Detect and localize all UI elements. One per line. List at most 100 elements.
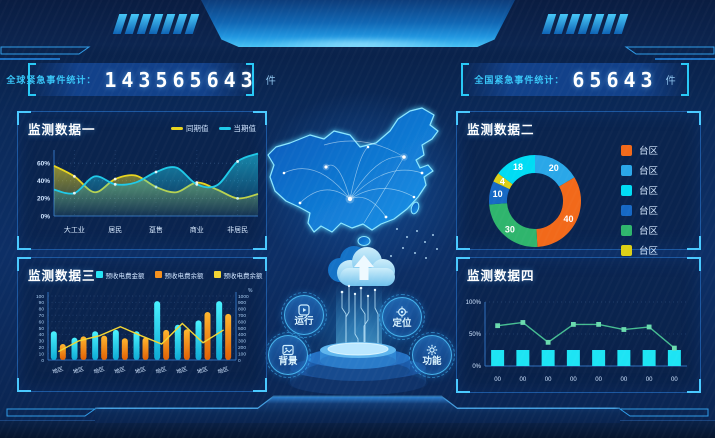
counter-label: 全球紧急事件统计： (6, 75, 97, 85)
svg-text:30: 30 (39, 339, 45, 345)
legend-item[interactable]: 台区 (621, 143, 658, 157)
header-deco-right (623, 46, 715, 56)
svg-text:10: 10 (493, 189, 503, 199)
legend-item[interactable]: 预收电费余额 (213, 270, 263, 280)
area-chart-legend: 同期值 当期值 (171, 123, 256, 134)
legend-item[interactable]: 当期值 (218, 123, 257, 134)
svg-text:地区: 地区 (93, 364, 106, 375)
hainan-island (357, 236, 371, 246)
panel-monitor2: 监测数据二 20 40 30 10 4 18 台区 台区 台区 台区 台区 台区 (456, 111, 701, 257)
background-button[interactable]: 背景 (265, 332, 311, 378)
panel-title: 监测数据三 (28, 269, 96, 283)
legend-label: 预收电费金额 (105, 272, 145, 280)
svg-text:地区: 地区 (51, 364, 64, 375)
legend-item[interactable]: 预收电费金额 (95, 270, 145, 280)
legend-label: 台区 (639, 166, 659, 177)
svg-text:地区: 地区 (72, 364, 85, 375)
svg-text:60%: 60% (37, 161, 50, 168)
svg-text:100: 100 (36, 294, 44, 300)
legend-label: 预收电费余额 (223, 272, 263, 280)
legend-item[interactable]: 台区 (621, 203, 658, 217)
legend-item[interactable]: 台区 (621, 183, 658, 197)
legend-label: 台区 (639, 186, 659, 197)
svg-text:900: 900 (238, 300, 246, 306)
legend-label: 台区 (639, 146, 659, 157)
header-stripes-left (112, 14, 200, 34)
legend-item[interactable]: 同期值 (171, 123, 209, 134)
svg-text:地区: 地区 (113, 364, 126, 375)
legend-swatch (218, 127, 231, 130)
svg-text:500: 500 (238, 326, 246, 332)
footer-deco-right (617, 408, 709, 418)
function-icon (426, 344, 438, 356)
svg-text:地区: 地区 (155, 364, 168, 375)
legend-label: 台区 (639, 226, 659, 237)
button-label: 定位 (392, 317, 412, 329)
legend-swatch (95, 271, 103, 278)
page-header (0, 0, 715, 60)
svg-text:100: 100 (238, 351, 246, 357)
svg-text:0: 0 (41, 358, 44, 364)
svg-text:400: 400 (238, 332, 246, 338)
line-chart: 0% 50% 100% 00 00 00 00 00 00 00 00 (466, 300, 687, 383)
svg-text:00: 00 (595, 377, 602, 383)
svg-text:趸售: 趸售 (149, 225, 163, 234)
header-center-emblem (201, 0, 515, 47)
locate-button[interactable]: 定位 (379, 294, 425, 340)
upload-arrow-icon (354, 255, 374, 280)
svg-text:100%: 100% (466, 300, 482, 306)
svg-text:00: 00 (545, 377, 552, 383)
svg-text:90: 90 (39, 300, 45, 306)
circuit-dots (340, 284, 377, 298)
footer-deco-left (6, 408, 98, 418)
national-emergency-counter: 全国紧急事件统计： 65643 件 (461, 63, 689, 96)
svg-text:00: 00 (671, 377, 678, 383)
legend-item[interactable]: 台区 (621, 223, 658, 237)
svg-text:地区: 地区 (134, 364, 147, 375)
legend-swatch (213, 271, 221, 278)
svg-text:0: 0 (238, 358, 241, 364)
area-chart: 0% 20% 40% 60% 大工业 居民 趸售 商业 非居民 (37, 150, 259, 234)
background-icon (282, 344, 294, 356)
pedestal-graphic (288, 342, 428, 395)
legend-item[interactable]: 台区 (621, 243, 658, 257)
donut-chart-legend: 台区 台区 台区 台区 台区 台区 (621, 140, 658, 260)
legend-swatch (154, 271, 162, 278)
run-button[interactable]: 运行 (281, 292, 327, 338)
svg-text:居民: 居民 (108, 226, 122, 234)
svg-text:%: % (248, 288, 253, 294)
legend-label: 当期值 (233, 124, 257, 133)
button-label: 功能 (422, 355, 442, 367)
svg-text:地区: 地区 (175, 364, 188, 375)
svg-text:70: 70 (39, 313, 45, 319)
legend-swatch (621, 144, 632, 156)
legend-swatch (621, 244, 632, 256)
legend-label: 同期值 (186, 124, 209, 133)
svg-text:地区: 地区 (217, 364, 230, 375)
svg-text:00: 00 (494, 377, 501, 383)
footer-band (95, 395, 620, 423)
svg-text:20: 20 (39, 345, 45, 351)
svg-text:非居民: 非居民 (227, 225, 248, 234)
function-button[interactable]: 功能 (409, 332, 455, 378)
counter-value: 143565643 (104, 67, 258, 92)
network-nodes (282, 145, 424, 219)
legend-item[interactable]: 台区 (621, 163, 658, 177)
svg-text:700: 700 (238, 313, 246, 319)
svg-text:80: 80 (39, 307, 45, 313)
header-deco-left (0, 46, 92, 56)
svg-text:大工业: 大工业 (64, 225, 85, 234)
legend-swatch (621, 164, 632, 176)
counter-unit: 件 (665, 76, 676, 87)
svg-text:20: 20 (549, 163, 559, 173)
legend-swatch (621, 184, 632, 196)
svg-text:30: 30 (505, 225, 515, 235)
counter-label: 全国紧急事件统计： (474, 75, 565, 85)
svg-text:1000: 1000 (238, 294, 249, 300)
legend-swatch (621, 204, 632, 216)
svg-text:60: 60 (39, 319, 45, 325)
legend-item[interactable]: 预收电费余额 (154, 270, 204, 280)
svg-text:00: 00 (621, 377, 628, 383)
